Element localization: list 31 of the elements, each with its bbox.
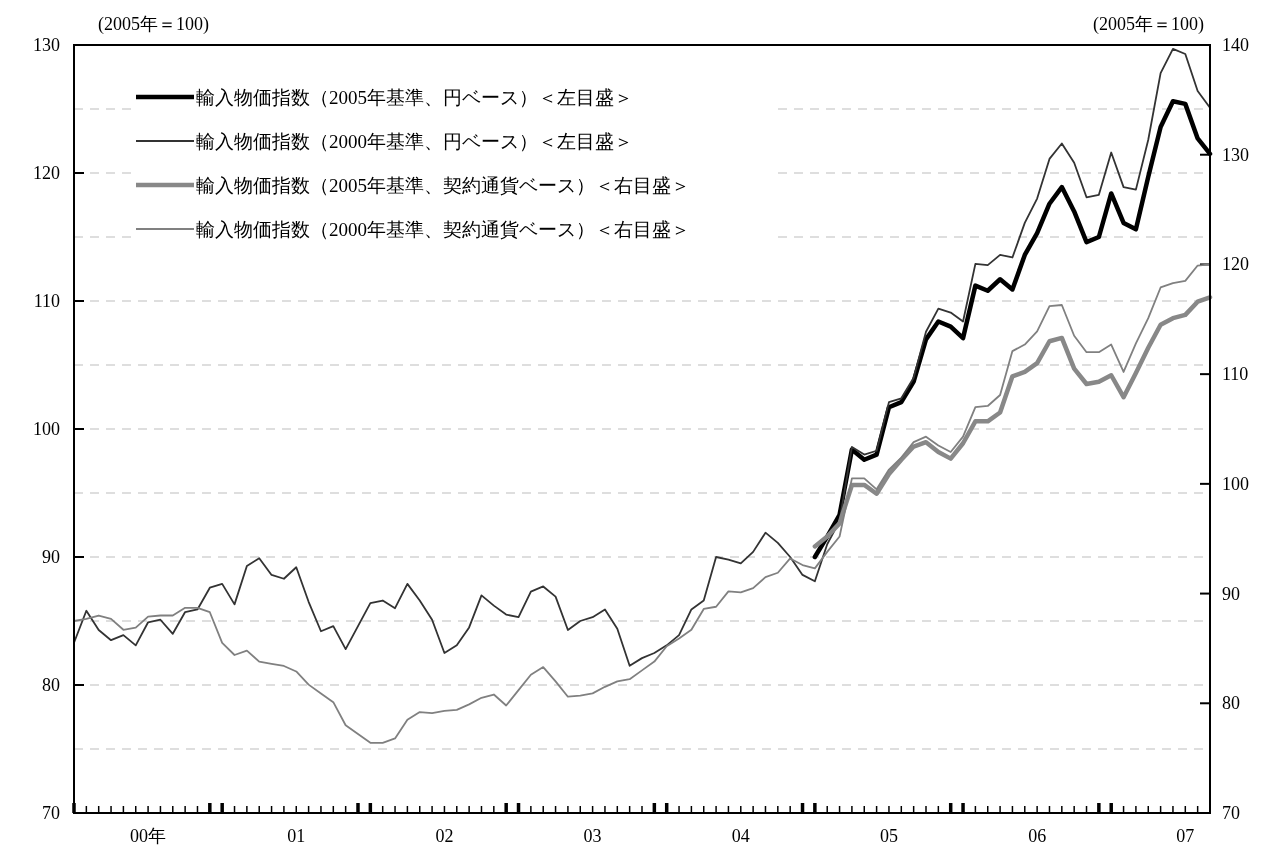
y-axis-title: (2005年＝100) [98,14,209,35]
y2-tick-label: 130 [1222,144,1249,165]
legend-label: 輸入物価指数（2005年基準、契約通貨ベース）＜右目盛＞ [196,175,690,196]
y-tick-label: 130 [33,35,60,55]
y-tick-label: 90 [42,547,60,567]
y2-tick-label: 90 [1222,583,1240,604]
y2-tick-label: 140 [1222,35,1249,55]
legend-label: 輸入物価指数（2005年基準、円ベース）＜左目盛＞ [196,87,633,108]
legend-label: 輸入物価指数（2000年基準、契約通貨ベース）＜右目盛＞ [196,219,690,240]
x-tick-label: 04 [731,826,750,846]
y-tick-label: 120 [33,163,60,183]
legend-label: 輸入物価指数（2000年基準、円ベース）＜左目盛＞ [196,131,633,152]
y2-axis-title: (2005年＝100) [1093,14,1204,35]
y2-tick-label: 120 [1222,254,1249,275]
y2-tick-label: 80 [1222,693,1240,714]
y2-tick-label: 110 [1222,364,1249,385]
x-tick-label: 01 [287,826,306,846]
x-tick-label: 00年 [130,826,167,846]
x-tick-label: 06 [1028,826,1047,846]
y-tick-label: 80 [42,675,60,695]
line-series [73,47,1211,667]
x-tick-label: 05 [879,826,898,846]
x-tick-label: 03 [583,826,602,846]
y-tick-label: 110 [33,291,60,311]
x-tick-label: 07 [1176,826,1195,846]
y2-tick-label: 70 [1222,803,1240,823]
y-tick-label: 100 [33,419,60,439]
y-tick-label: 70 [42,803,60,823]
line-series [73,263,1211,744]
x-tick-label: 02 [435,826,454,846]
y2-tick-label: 100 [1222,473,1249,494]
